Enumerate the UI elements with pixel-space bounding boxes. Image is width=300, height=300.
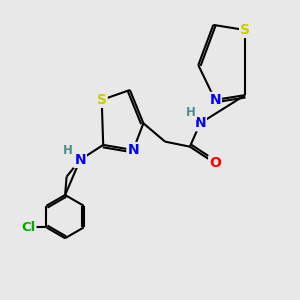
Text: Cl: Cl	[21, 221, 35, 234]
Text: N: N	[194, 116, 206, 130]
Text: S: S	[240, 23, 250, 37]
Text: N: N	[128, 143, 139, 157]
Text: N: N	[209, 93, 221, 107]
Text: S: S	[97, 93, 107, 107]
Text: H: H	[63, 144, 73, 158]
Text: H: H	[186, 106, 196, 119]
Text: O: O	[209, 156, 221, 170]
Text: N: N	[74, 153, 86, 167]
